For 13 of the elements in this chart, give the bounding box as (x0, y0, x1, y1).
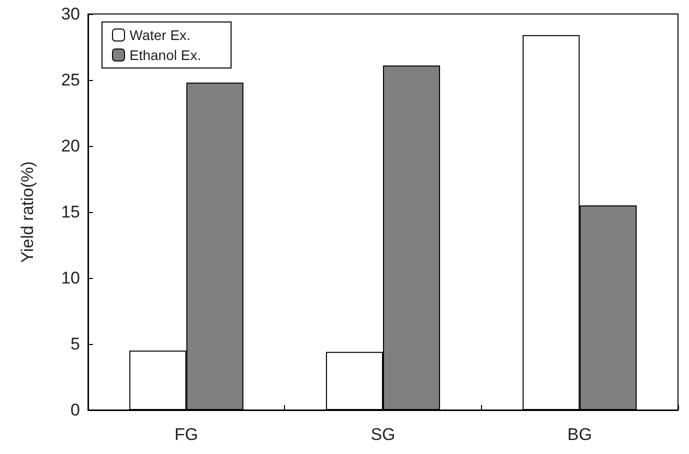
y-tick-label: 30 (61, 4, 80, 24)
legend-label: Water Ex. (130, 27, 190, 43)
x-tick-label: SG (370, 425, 396, 444)
x-tick-label: BG (567, 425, 592, 444)
y-tick-label: 0 (70, 400, 80, 420)
y-tick-label: 5 (70, 334, 80, 354)
y-axis-title: Yield ratio(%) (18, 161, 37, 263)
y-tick-label: 20 (61, 136, 80, 156)
y-tick-label: 10 (61, 268, 80, 288)
legend-label: Ethanol Ex. (130, 47, 202, 63)
y-tick-label: 15 (61, 202, 80, 222)
y-tick-label: 25 (61, 70, 80, 90)
x-tick-label: FG (174, 425, 198, 444)
